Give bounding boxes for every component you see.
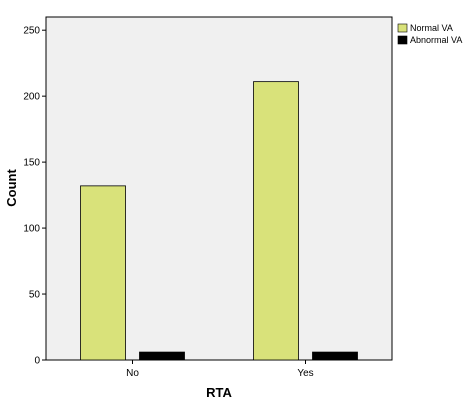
bar-abnormal-va-yes [312, 351, 358, 361]
legend: Normal VA Abnormal VA [397, 23, 462, 45]
y-axis: 0 50 100 150 200 250 [23, 26, 46, 367]
legend-label: Abnormal VA [410, 35, 462, 45]
y-tick-label: 100 [23, 224, 40, 235]
y-tick-label: 150 [23, 158, 40, 169]
x-tick-label: No [126, 368, 139, 379]
y-tick-label: 200 [23, 92, 40, 103]
x-tick-label: Yes [297, 368, 313, 379]
y-tick-label: 0 [34, 356, 40, 367]
bar-normal-va-yes [253, 81, 299, 361]
x-axis: No Yes [126, 360, 314, 379]
legend-swatch [397, 35, 408, 45]
bar-normal-va-no [80, 185, 126, 361]
y-tick-label: 250 [23, 26, 40, 37]
legend-swatch [397, 23, 408, 33]
y-axis-title: Count [4, 169, 19, 207]
legend-label: Normal VA [410, 23, 453, 33]
y-tick-label: 50 [29, 290, 41, 301]
x-axis-title: RTA [206, 385, 232, 400]
bars-layer [80, 81, 358, 361]
bar-abnormal-va-no [139, 351, 185, 361]
